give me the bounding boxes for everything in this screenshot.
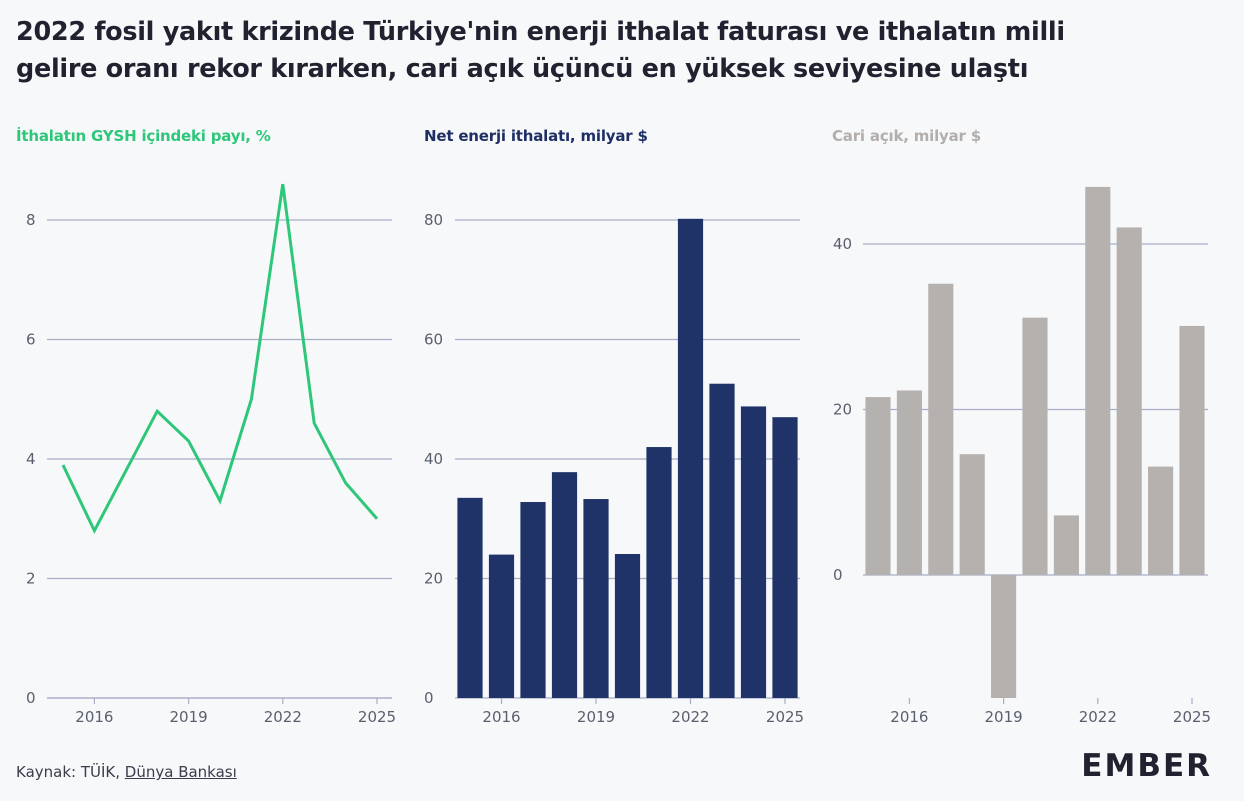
panel-title-energy-imports: Net enerji ithalatı, milyar $ — [424, 127, 648, 145]
bar — [614, 554, 641, 698]
x-tick-label: 2019 — [985, 708, 1023, 726]
bar — [991, 575, 1017, 698]
bar — [551, 472, 578, 698]
bar — [520, 502, 546, 698]
y-tick-label: 8 — [26, 211, 36, 229]
bar — [896, 390, 922, 575]
x-tick-label: 2019 — [170, 708, 208, 726]
x-tick-label: 2025 — [1173, 708, 1211, 726]
y-tick-label: 40 — [424, 450, 443, 468]
bar — [772, 417, 798, 698]
title-line-2: gelire oranı rekor kırarken, cari açık ü… — [16, 54, 1029, 84]
x-tick-label: 2022 — [671, 708, 709, 726]
y-tick-label: 0 — [833, 566, 843, 584]
y-tick-label: 4 — [26, 450, 36, 468]
y-tick-label: 0 — [424, 689, 434, 707]
bar — [488, 554, 515, 698]
source-link[interactable]: Dünya Bankası — [124, 763, 237, 781]
bar — [646, 447, 672, 698]
bar — [583, 499, 609, 698]
bar — [677, 218, 704, 698]
y-tick-label: 20 — [833, 401, 852, 419]
x-tick-label: 2022 — [264, 708, 302, 726]
panel-title-current-deficit: Cari açık, milyar $ — [832, 127, 982, 145]
bar — [1022, 317, 1048, 575]
title-line-1: 2022 fosil yakıt krizinde Türkiye'nin en… — [16, 17, 1065, 47]
bar — [1053, 515, 1079, 575]
bar — [709, 383, 735, 698]
x-tick-label: 2016 — [75, 708, 113, 726]
x-tick-label: 2016 — [482, 708, 520, 726]
ember-logo: EMBER — [1081, 748, 1212, 784]
x-tick-label: 2022 — [1079, 708, 1117, 726]
x-tick-label: 2025 — [766, 708, 804, 726]
bar — [928, 283, 954, 575]
source-prefix: Kaynak: TÜİK, — [16, 763, 125, 781]
bar — [1148, 466, 1174, 575]
y-tick-label: 6 — [26, 331, 36, 349]
bar — [1179, 325, 1205, 575]
y-tick-label: 40 — [833, 235, 852, 253]
bar — [457, 497, 483, 698]
x-tick-label: 2025 — [358, 708, 396, 726]
y-tick-label: 60 — [424, 331, 443, 349]
page-title: 2022 fosil yakıt krizinde Türkiye'nin en… — [16, 14, 1216, 88]
y-tick-label: 0 — [26, 689, 36, 707]
x-tick-label: 2016 — [890, 708, 928, 726]
y-tick-label: 80 — [424, 211, 443, 229]
bar — [1085, 186, 1111, 575]
series-line — [61, 183, 379, 535]
bar — [1116, 227, 1142, 575]
y-tick-label: 2 — [26, 570, 36, 588]
y-tick-label: 20 — [424, 570, 443, 588]
bar — [865, 397, 891, 575]
x-tick-label: 2019 — [577, 708, 615, 726]
bar — [959, 454, 985, 575]
panel-title-import-share: İthalatın GYSH içindeki payı, % — [16, 127, 271, 145]
bar — [740, 406, 767, 698]
source-note: Kaynak: TÜİK, Dünya Bankası — [16, 763, 237, 781]
